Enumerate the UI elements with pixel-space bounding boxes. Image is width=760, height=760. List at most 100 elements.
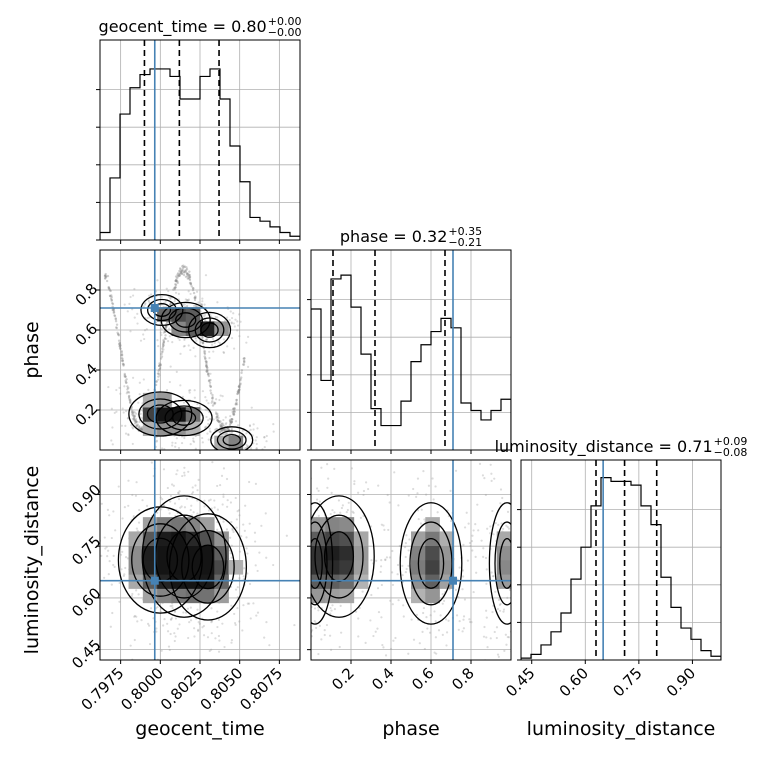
- scatter-point: [187, 298, 190, 301]
- scatter-point: [265, 621, 268, 624]
- scatter-point: [125, 392, 128, 395]
- scatter-point: [230, 428, 233, 431]
- scatter-point: [350, 467, 354, 470]
- scatter-point: [106, 555, 109, 558]
- ridge-point: [219, 430, 222, 434]
- scatter-point: [168, 457, 170, 459]
- scatter-point: [516, 539, 518, 541]
- density-cell: [325, 574, 340, 589]
- scatter-point: [238, 620, 241, 623]
- scatter-point: [293, 583, 295, 585]
- scatter-point: [491, 509, 494, 513]
- scatter-point: [201, 665, 203, 667]
- scatter-point: [137, 401, 140, 404]
- density-cell: [214, 560, 229, 575]
- scatter-point: [560, 499, 562, 501]
- scatter-point: [124, 424, 127, 427]
- ridge-point: [216, 419, 220, 422]
- scatter-point: [416, 477, 420, 480]
- scatter-point: [483, 625, 486, 629]
- ridge-point: [180, 270, 184, 273]
- scatter-point: [382, 646, 385, 649]
- scatter-point: [166, 340, 170, 343]
- scatter-point: [119, 553, 123, 556]
- x-tick-label: 0.4: [368, 664, 398, 694]
- scatter-point: [506, 525, 509, 529]
- scatter-point: [230, 520, 233, 524]
- scatter-point: [183, 506, 187, 509]
- ridge-point: [213, 402, 216, 406]
- scatter-point: [122, 574, 125, 578]
- scatter-point: [242, 575, 245, 578]
- ridge-point: [138, 427, 141, 430]
- ridge-point: [233, 410, 236, 413]
- scatter-point: [252, 602, 255, 605]
- ridge-point: [228, 424, 232, 427]
- marginal-title-sup: +0.09: [714, 435, 748, 448]
- ridge-point: [187, 274, 190, 277]
- scatter-point: [207, 499, 211, 502]
- scatter-point: [422, 469, 425, 473]
- scatter-point: [462, 543, 465, 547]
- scatter-point: [206, 432, 209, 435]
- scatter-point: [192, 346, 195, 350]
- density-cell: [353, 574, 369, 589]
- ridge-point: [237, 385, 241, 388]
- scatter-point: [144, 303, 147, 306]
- scatter-point: [219, 394, 222, 397]
- scatter-point: [497, 523, 500, 526]
- scatter-point: [468, 541, 472, 545]
- scatter-point: [142, 378, 145, 381]
- density-cell: [411, 574, 426, 589]
- ridge-point: [239, 378, 242, 381]
- scatter-point: [489, 637, 492, 640]
- scatter-point: [341, 457, 343, 459]
- scatter-point: [407, 564, 410, 567]
- ridge-point: [230, 420, 233, 424]
- scatter-point: [480, 539, 483, 542]
- scatter-point: [186, 299, 189, 302]
- scatter-point: [469, 544, 472, 548]
- ridge-point: [181, 268, 184, 272]
- scatter-point: [106, 508, 110, 511]
- y-tick-label: 0.75: [68, 532, 104, 568]
- scatter-point: [317, 652, 320, 656]
- scatter-point: [313, 607, 317, 610]
- ridge-point: [178, 274, 181, 277]
- ridge-point: [235, 398, 238, 402]
- scatter-point: [145, 504, 149, 507]
- scatter-point: [246, 572, 249, 575]
- density-cell: [425, 560, 440, 575]
- scatter-point: [427, 484, 431, 487]
- scatter-point: [236, 596, 239, 599]
- density-cell: [200, 588, 215, 604]
- scatter-point: [135, 481, 138, 484]
- ridge-point: [206, 366, 209, 370]
- scatter-point: [223, 463, 225, 465]
- scatter-point: [247, 665, 249, 667]
- density-cell: [325, 531, 340, 547]
- scatter-point: [180, 505, 183, 508]
- contour-line: [417, 537, 445, 589]
- scatter-point: [218, 454, 220, 456]
- scatter-point: [284, 558, 286, 560]
- scatter-point: [218, 639, 221, 642]
- ridge-point: [107, 285, 110, 289]
- scatter-point: [205, 338, 208, 341]
- joint-frame: [310, 459, 512, 661]
- scatter-point: [188, 621, 191, 624]
- ridge-point: [185, 268, 189, 271]
- scatter-point: [308, 582, 310, 584]
- scatter-point: [254, 540, 257, 543]
- ridge-point: [126, 390, 129, 394]
- ridge-point: [238, 384, 241, 387]
- scatter-point: [234, 318, 237, 321]
- scatter-point: [277, 522, 279, 524]
- scatter-point: [215, 427, 218, 430]
- ridge-point: [189, 282, 193, 286]
- scatter-point: [507, 527, 511, 530]
- scatter-point: [307, 509, 309, 511]
- ridge-point: [229, 421, 232, 424]
- ridge-point: [229, 419, 232, 423]
- scatter-point: [195, 290, 199, 293]
